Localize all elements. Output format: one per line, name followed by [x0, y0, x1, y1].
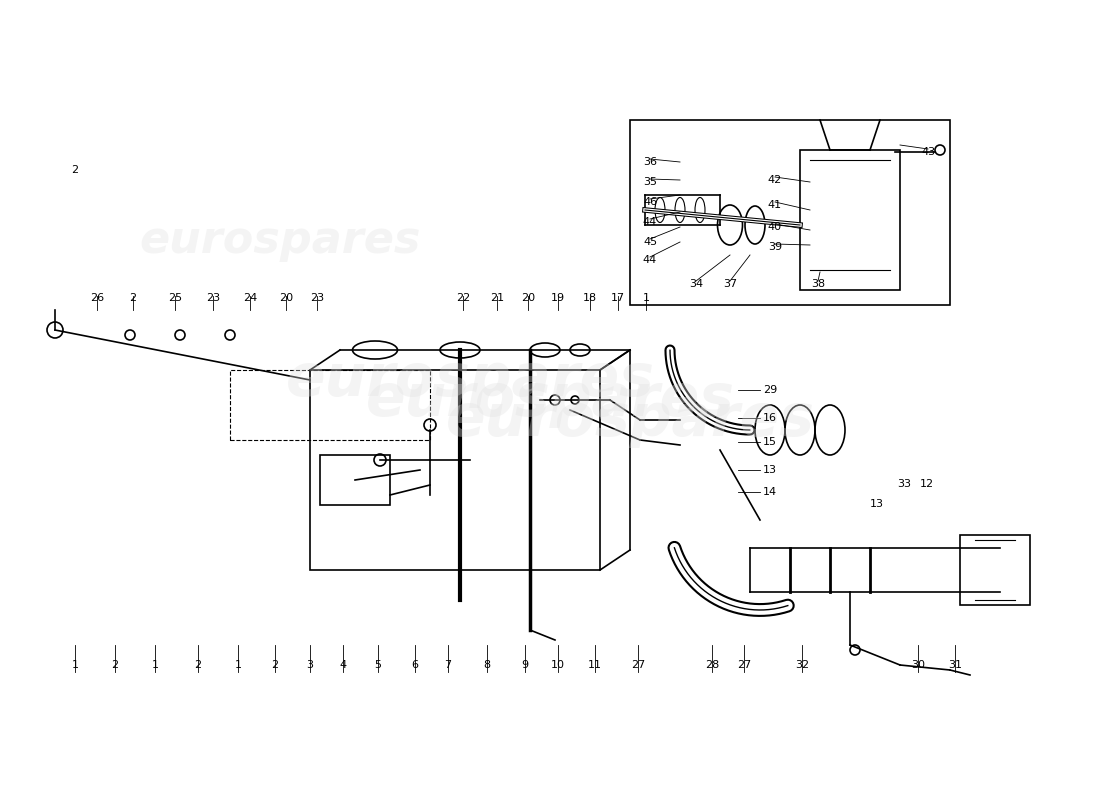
Text: 27: 27: [631, 660, 645, 670]
Text: 13: 13: [870, 499, 884, 509]
Text: 15: 15: [763, 437, 777, 447]
Text: 6: 6: [411, 660, 418, 670]
Text: 1: 1: [234, 660, 242, 670]
Text: 35: 35: [644, 177, 657, 187]
Text: 14: 14: [763, 487, 777, 497]
Text: 2: 2: [272, 660, 278, 670]
Text: 18: 18: [583, 293, 597, 303]
Text: eurospares: eurospares: [140, 218, 420, 262]
Text: 27: 27: [737, 660, 751, 670]
Text: 4: 4: [340, 660, 346, 670]
Text: 10: 10: [551, 660, 565, 670]
Text: 42: 42: [768, 175, 782, 185]
Text: 2: 2: [111, 660, 119, 670]
Text: 23: 23: [310, 293, 324, 303]
Text: 2: 2: [72, 165, 78, 175]
Text: 2: 2: [130, 293, 136, 303]
Text: 19: 19: [551, 293, 565, 303]
Text: 34: 34: [689, 279, 703, 289]
Text: 38: 38: [811, 279, 825, 289]
Text: 41: 41: [768, 200, 782, 210]
Text: 32: 32: [795, 660, 810, 670]
Text: 25: 25: [168, 293, 183, 303]
Text: 24: 24: [243, 293, 257, 303]
Text: 7: 7: [444, 660, 452, 670]
Text: 36: 36: [644, 157, 657, 167]
Text: 39: 39: [768, 242, 782, 252]
Text: 2: 2: [195, 660, 201, 670]
Text: 12: 12: [920, 479, 934, 489]
Text: 44: 44: [642, 217, 657, 227]
Text: eurospares: eurospares: [365, 371, 735, 429]
Text: 37: 37: [723, 279, 737, 289]
Text: 1: 1: [642, 293, 649, 303]
Text: 3: 3: [307, 660, 314, 670]
Text: 31: 31: [948, 660, 962, 670]
Text: 33: 33: [896, 479, 911, 489]
Text: 20: 20: [521, 293, 535, 303]
Text: 17: 17: [610, 293, 625, 303]
Text: 46: 46: [642, 197, 657, 207]
Text: 40: 40: [768, 222, 782, 232]
Text: 20: 20: [279, 293, 293, 303]
Text: 13: 13: [763, 465, 777, 475]
Text: 45: 45: [642, 237, 657, 247]
Text: 43: 43: [921, 147, 935, 157]
Text: 16: 16: [763, 413, 777, 423]
Text: 1: 1: [152, 660, 158, 670]
Text: 9: 9: [521, 660, 529, 670]
Text: eurospares: eurospares: [286, 351, 654, 409]
Text: 1: 1: [72, 660, 78, 670]
Text: 44: 44: [642, 255, 657, 265]
Text: 28: 28: [705, 660, 719, 670]
Text: 11: 11: [588, 660, 602, 670]
Text: 23: 23: [206, 293, 220, 303]
Text: 29: 29: [763, 385, 778, 395]
Text: 30: 30: [911, 660, 925, 670]
Text: eurospares: eurospares: [446, 391, 814, 449]
Text: 22: 22: [455, 293, 470, 303]
Text: 8: 8: [483, 660, 491, 670]
Text: 21: 21: [490, 293, 504, 303]
Text: 26: 26: [90, 293, 104, 303]
Text: 5: 5: [374, 660, 382, 670]
